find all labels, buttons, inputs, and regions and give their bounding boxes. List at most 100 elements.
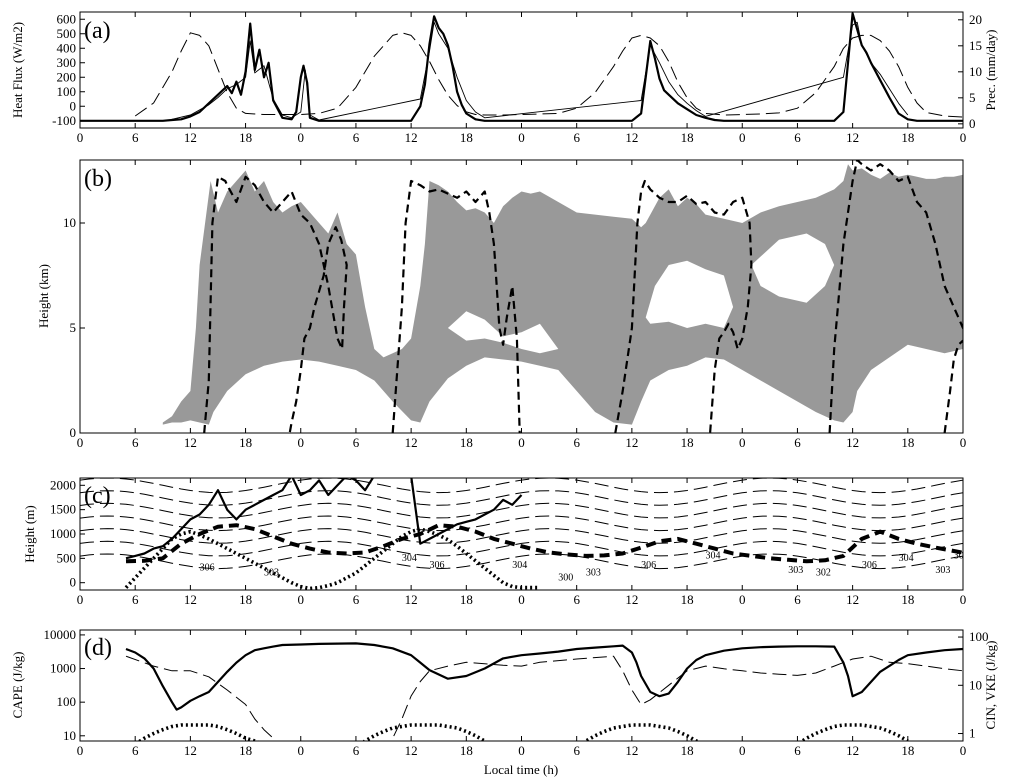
x-tick-label: 6 (794, 592, 801, 607)
x-tick-label: 12 (184, 592, 197, 607)
x-tick-label: 6 (132, 743, 139, 758)
y-tick-label: 5 (70, 320, 77, 335)
contour-label: 303 (264, 567, 279, 578)
x-tick-label: 18 (460, 592, 473, 607)
y2-tick-label: 10 (969, 677, 982, 692)
panel-b-contour-2 (391, 179, 521, 433)
x-tick-label: 6 (132, 592, 139, 607)
panel-c-axes: 0 6 12 18 0 6 12 18 0 6 12 18 0 6 12 18 0050010001500200… (50, 477, 966, 607)
y-tick-label: 0 (70, 425, 77, 440)
panel-c-ylabel: Height (m) (22, 505, 37, 562)
x-tick-label: 0 (518, 130, 525, 145)
panel-c-plot-area: 306 303 304 306 304 303 300 306 304 303 302 306 304 3… (80, 478, 964, 590)
panel-a-plot-area (80, 12, 963, 122)
x-tick-label: 6 (794, 743, 801, 758)
y-tick-label: 10 (63, 728, 76, 743)
x-tick-label: 6 (353, 130, 360, 145)
panel-d-ylabel: CAPE (J/kg) (10, 652, 25, 719)
contour-label: 302 (816, 567, 831, 578)
contour-label: 306 (641, 560, 656, 571)
x-tick-label: 18 (239, 130, 252, 145)
x-tick-label: 12 (846, 743, 859, 758)
y-tick-label: 0 (70, 575, 77, 590)
x-tick-label: 6 (132, 130, 139, 145)
panel-c-theta-contour-5 (80, 528, 963, 544)
panel-c-theta-contour-6 (80, 540, 963, 557)
panel-b-contour-1 (203, 175, 348, 433)
x-tick-label: 6 (573, 435, 580, 450)
x-tick-label: 12 (405, 435, 418, 450)
y-tick-label: 10000 (44, 627, 77, 642)
y-tick-label: 600 (57, 11, 77, 26)
contour-label: 300 (558, 572, 573, 583)
x-tick-label: 6 (353, 592, 360, 607)
contour-label: 306 (200, 563, 215, 574)
x-tick-label: 0 (739, 743, 746, 758)
x-tick-label: 6 (132, 435, 139, 450)
x-tick-label: 18 (239, 435, 252, 450)
panel-a-series-1 (134, 32, 963, 118)
panel-a-frame (79, 11, 964, 129)
x-tick-label: 18 (460, 435, 473, 450)
panel-d-axes: 0 6 12 18 0 6 12 18 0 6 12 18 0 6 12 18 0101001000100001… (44, 627, 989, 758)
x-tick-label: 0 (77, 592, 84, 607)
panel-c-series-3 (124, 527, 540, 590)
panel-b-ylabel: Height (km) (36, 264, 51, 328)
panel-a-series-2 (80, 12, 963, 122)
contour-label: 30 (954, 550, 964, 561)
x-tick-label: 18 (460, 130, 473, 145)
y2-tick-label: 15 (969, 38, 982, 53)
x-tick-label: 0 (518, 743, 525, 758)
x-tick-label: 6 (794, 130, 801, 145)
x-tick-label: 0 (518, 435, 525, 450)
cloud-gap-2 (751, 233, 835, 303)
x-tick-label: 18 (901, 130, 914, 145)
y-tick-label: 1500 (50, 502, 76, 517)
panel-b-contour-4 (828, 160, 963, 433)
x-tick-label: 12 (184, 435, 197, 450)
x-tick-label: 6 (573, 592, 580, 607)
panel-c-theta-contour-2 (80, 490, 963, 506)
x-tick-label: 12 (405, 743, 418, 758)
panel-a: 0 6 12 18 0 6 12 18 0 6 12 18 0 6 12 18 0-10001002003004… (10, 11, 998, 145)
contour-label: 303 (586, 567, 601, 578)
panel-c-theta-contour-4 (80, 515, 963, 532)
panel-c-label: (c) (84, 483, 111, 509)
x-tick-label: 6 (794, 435, 801, 450)
cloud-region-1 (162, 164, 963, 425)
y-tick-label: 100 (57, 694, 77, 709)
y-tick-label: 400 (57, 40, 77, 55)
y-tick-label: 10 (63, 215, 76, 230)
panel-d-series-2 (125, 655, 963, 741)
y-tick-label: 0 (70, 98, 77, 113)
x-tick-label: 0 (77, 130, 84, 145)
panel-d-series-1 (125, 642, 963, 711)
x-tick-label: 18 (460, 743, 473, 758)
x-tick-label: 12 (184, 130, 197, 145)
panel-a-ylabel: Heat Flux (W/m2) (10, 22, 25, 118)
x-tick-label: 6 (573, 130, 580, 145)
panel-d: 0 6 12 18 0 6 12 18 0 6 12 18 0 6 12 18 0101001000100001… (10, 627, 998, 758)
y-tick-label: 500 (57, 550, 77, 565)
y-tick-label: 200 (57, 69, 77, 84)
x-tick-label: 18 (901, 743, 914, 758)
x-tick-label: 18 (239, 592, 252, 607)
panel-a-axes: 0 6 12 18 0 6 12 18 0 6 12 18 0 6 12 18 0-10001002003004… (52, 11, 982, 145)
x-tick-label: 12 (184, 743, 197, 758)
x-tick-label: 18 (681, 743, 694, 758)
x-tick-label: 6 (573, 743, 580, 758)
x-tick-label: 0 (739, 435, 746, 450)
contour-label: 304 (899, 553, 914, 564)
y-tick-label: 1000 (50, 526, 76, 541)
y-tick-label: 500 (57, 26, 77, 41)
y2-tick-label: 1 (969, 726, 976, 741)
x-tick-label: 12 (846, 592, 859, 607)
y-tick-label: -100 (52, 113, 76, 128)
x-tick-label: 6 (353, 743, 360, 758)
panel-d-plot-area (125, 642, 963, 741)
panel-b-plot-area (162, 160, 963, 433)
x-tick-label: 12 (405, 592, 418, 607)
panel-c-theta-contour-7 (80, 553, 963, 570)
